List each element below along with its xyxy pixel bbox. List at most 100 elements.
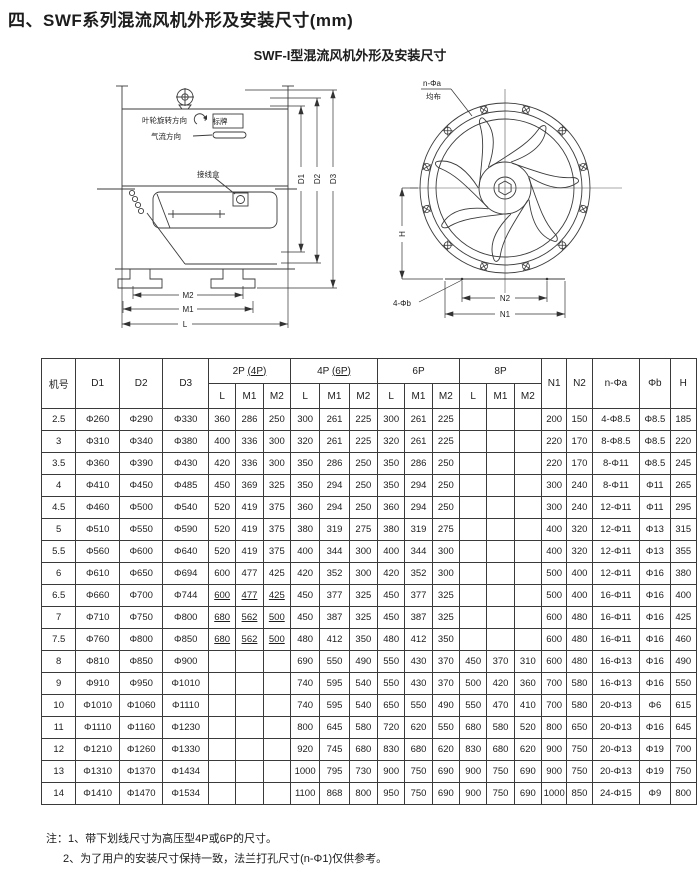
dim-h: H bbox=[398, 231, 407, 237]
value-cell: Φ1230 bbox=[162, 716, 209, 739]
value-cell bbox=[513, 518, 543, 541]
value-cell: 795 bbox=[319, 760, 350, 783]
value-cell: 245 bbox=[669, 452, 698, 475]
col-header-d1: D1 bbox=[75, 358, 120, 409]
value-cell: 720 bbox=[377, 716, 406, 739]
value-cell: Φ8.5 bbox=[639, 430, 671, 453]
value-cell: 360 bbox=[207, 408, 237, 431]
dimensions-table: 机号 D1 D2 D3 2P (4P) 4P (6P) 6P 8P N1 N2 … bbox=[40, 358, 698, 805]
table-row: 3 Φ310 Φ340 Φ380 400 336 300 320 261 225 320 261 225… bbox=[40, 430, 698, 453]
value-cell: Φ360 bbox=[75, 452, 120, 475]
centerlines bbox=[410, 89, 622, 301]
impeller-blades bbox=[434, 117, 580, 262]
value-cell: 387 bbox=[319, 606, 350, 629]
value-cell: 419 bbox=[235, 496, 264, 519]
value-cell: 615 bbox=[669, 694, 698, 717]
value-cell: 294 bbox=[404, 474, 433, 497]
value-cell: 900 bbox=[541, 760, 568, 783]
value-cell bbox=[262, 694, 291, 717]
value-cell bbox=[207, 672, 237, 695]
value-cell: 600 bbox=[207, 584, 237, 607]
value-cell: 400 bbox=[541, 518, 568, 541]
value-cell: 420 bbox=[289, 562, 321, 585]
value-cell: 750 bbox=[404, 760, 433, 783]
subcol-l: L bbox=[377, 383, 406, 409]
model-cell: 8 bbox=[40, 650, 77, 673]
value-cell: 320 bbox=[566, 518, 593, 541]
value-cell: Φ8.5 bbox=[639, 452, 671, 475]
value-cell: 868 bbox=[319, 782, 350, 805]
value-cell: 325 bbox=[431, 606, 461, 629]
value-cell: 500 bbox=[459, 672, 488, 695]
value-cell: 425 bbox=[669, 606, 698, 629]
value-cell bbox=[513, 606, 543, 629]
value-cell: 600 bbox=[207, 562, 237, 585]
motor-assembly bbox=[128, 189, 278, 265]
value-cell: 900 bbox=[459, 782, 488, 805]
value-cell: 20-Φ13 bbox=[591, 694, 641, 717]
value-cell: 595 bbox=[319, 672, 350, 695]
value-cell: Φ1060 bbox=[118, 694, 164, 717]
value-cell: Φ410 bbox=[75, 474, 120, 497]
value-cell: 240 bbox=[566, 496, 593, 519]
value-cell: 319 bbox=[404, 518, 433, 541]
value-cell: 20-Φ13 bbox=[591, 760, 641, 783]
table-row: 7 Φ710 Φ750 Φ800 680 562 500 450 387 325 450 387 325… bbox=[40, 606, 698, 629]
value-cell: Φ450 bbox=[118, 474, 164, 497]
value-cell: 225 bbox=[348, 408, 379, 431]
value-cell bbox=[486, 606, 515, 629]
value-cell: 344 bbox=[404, 540, 433, 563]
value-cell: Φ16 bbox=[639, 716, 671, 739]
value-cell: 336 bbox=[235, 430, 264, 453]
value-cell: Φ1310 bbox=[75, 760, 120, 783]
value-cell: 275 bbox=[348, 518, 379, 541]
value-cell: Φ340 bbox=[118, 430, 164, 453]
value-cell: 377 bbox=[319, 584, 350, 607]
side-view-svg: D1 D2 D3 M2 M1 L 叶轮旋转方向 标牌 气流方向 接线盒 bbox=[97, 85, 338, 329]
value-cell: 300 bbox=[289, 408, 321, 431]
rotation-arrow-icon bbox=[193, 113, 206, 125]
value-cell: Φ750 bbox=[118, 606, 164, 629]
label-junction-box: 接线盒 bbox=[197, 169, 220, 179]
value-cell: Φ19 bbox=[639, 738, 671, 761]
footnote-1: 注：1、带下划线尺寸为高压型4P或6P的尺寸。 bbox=[46, 833, 278, 845]
value-cell: 261 bbox=[404, 430, 433, 453]
value-cell: 170 bbox=[566, 452, 593, 475]
table-row: 4.5 Φ460 Φ500 Φ540 520 419 375 360 294 250 360 294 2… bbox=[40, 496, 698, 519]
value-cell bbox=[459, 606, 488, 629]
model-cell: 11 bbox=[40, 716, 77, 739]
col-header-n1: N1 bbox=[541, 358, 568, 409]
value-cell: 294 bbox=[404, 496, 433, 519]
value-cell bbox=[486, 474, 515, 497]
col-header-d3: D3 bbox=[162, 358, 209, 409]
value-cell: 550 bbox=[669, 672, 698, 695]
value-cell: 375 bbox=[262, 496, 291, 519]
value-cell: 745 bbox=[319, 738, 350, 761]
value-cell: Φ610 bbox=[75, 562, 120, 585]
subcol-m2: M2 bbox=[348, 383, 379, 409]
value-cell: 460 bbox=[669, 628, 698, 651]
value-cell: 265 bbox=[669, 474, 698, 497]
model-cell: 5 bbox=[40, 518, 77, 541]
table-row: 5.5 Φ560 Φ600 Φ640 520 419 375 400 344 300 400 344 3… bbox=[40, 540, 698, 563]
value-cell: 295 bbox=[669, 496, 698, 519]
value-cell: 850 bbox=[566, 782, 593, 805]
label-base-holes: 4-Φb bbox=[393, 299, 411, 308]
value-cell bbox=[459, 430, 488, 453]
value-cell: 750 bbox=[566, 760, 593, 783]
value-cell: 261 bbox=[404, 408, 433, 431]
value-cell: 185 bbox=[669, 408, 698, 431]
subcol-l: L bbox=[207, 383, 237, 409]
value-cell bbox=[235, 782, 264, 805]
value-cell: 8-Φ8.5 bbox=[591, 430, 641, 453]
value-cell: 250 bbox=[431, 452, 461, 475]
value-cell: 490 bbox=[669, 650, 698, 673]
value-cell: 300 bbox=[262, 430, 291, 453]
value-cell bbox=[486, 584, 515, 607]
value-cell bbox=[513, 540, 543, 563]
value-cell: Φ430 bbox=[162, 452, 209, 475]
value-cell: 750 bbox=[486, 782, 515, 805]
label-rotation-direction: 叶轮旋转方向 bbox=[142, 115, 187, 125]
flange-bolt-holes bbox=[422, 105, 588, 271]
value-cell: 240 bbox=[566, 474, 593, 497]
